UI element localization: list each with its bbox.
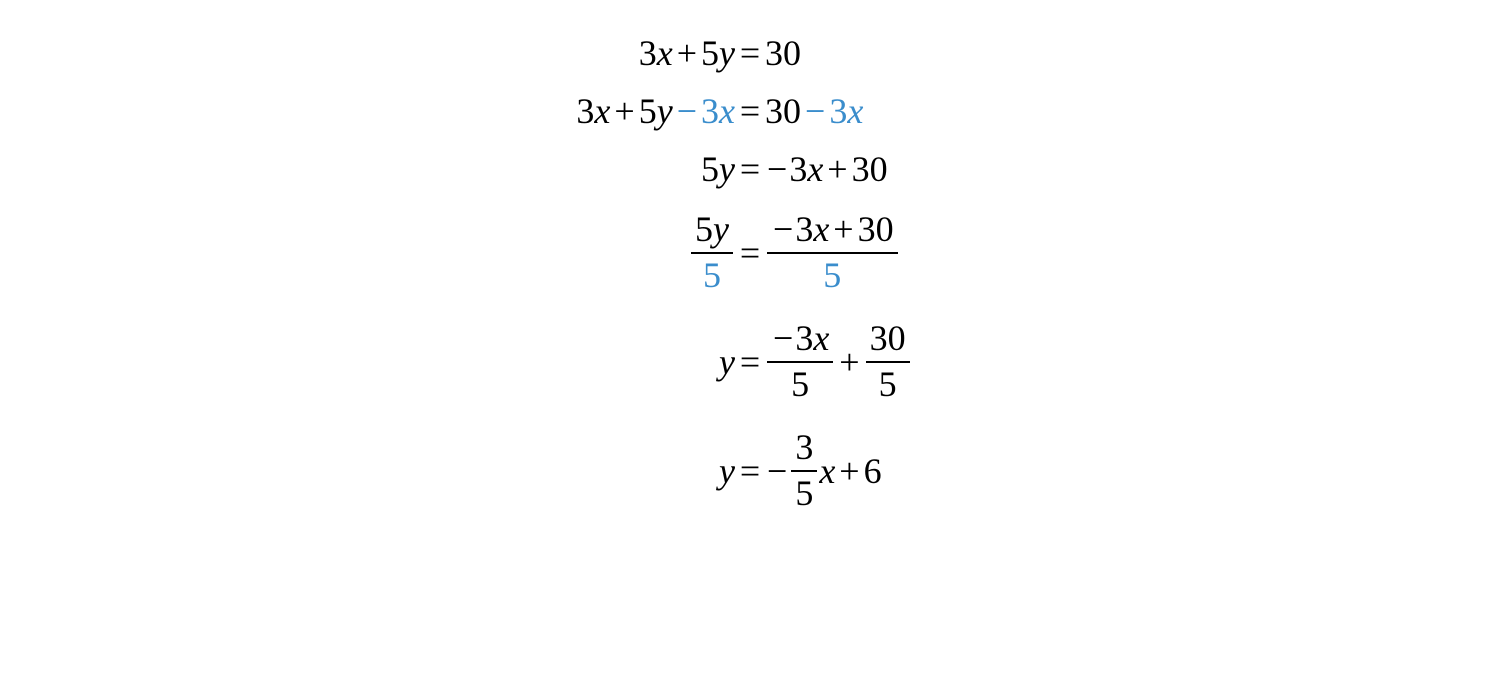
fraction-numerator: −3x+30 xyxy=(767,210,898,250)
math-token: x xyxy=(657,32,673,74)
math-token: 5 xyxy=(701,148,719,190)
math-token: 5 xyxy=(701,32,719,74)
math-token: + xyxy=(839,341,859,383)
equation-step: y=−35x+6 xyxy=(475,428,1025,513)
fraction-denominator: 5 xyxy=(819,256,845,296)
equation-step: 3x+5y−3x=30−3x xyxy=(475,90,1025,132)
math-token: x xyxy=(847,90,863,132)
math-token: 5 xyxy=(695,210,713,250)
equation-step: y=−3x5+305 xyxy=(475,319,1025,404)
math-token: − xyxy=(805,90,825,132)
math-token: + xyxy=(677,32,697,74)
math-token: 3 xyxy=(795,428,813,468)
math-token: + xyxy=(839,450,859,492)
fraction-denominator: 5 xyxy=(699,256,725,296)
math-token: 30 xyxy=(765,32,801,74)
fraction-denominator: 5 xyxy=(791,474,817,514)
equals-sign: = xyxy=(740,232,760,274)
fraction-bar xyxy=(691,252,733,254)
equation-step: 3x+5y=30 xyxy=(475,32,1025,74)
equation-lhs: 3x+5y xyxy=(639,32,735,74)
fraction-bar xyxy=(791,470,817,472)
math-token: 3 xyxy=(576,90,594,132)
fraction: −3x5 xyxy=(767,319,833,404)
equals-sign: = xyxy=(740,450,760,492)
equation-lhs: y xyxy=(719,450,735,492)
equals-sign: = xyxy=(740,32,760,74)
fraction: 305 xyxy=(866,319,910,404)
math-token: 5 xyxy=(879,365,897,405)
fraction-numerator: 30 xyxy=(866,319,910,359)
math-token: 5 xyxy=(823,256,841,296)
math-token: − xyxy=(767,148,787,190)
math-token: + xyxy=(833,210,853,250)
fraction-denominator: 5 xyxy=(787,365,813,405)
fraction-bar xyxy=(767,361,833,363)
fraction-numerator: 3 xyxy=(791,428,817,468)
equals-sign: = xyxy=(740,90,760,132)
math-token: y xyxy=(657,90,673,132)
math-token: 3 xyxy=(795,319,813,359)
equation-lhs: 5y xyxy=(701,148,735,190)
equation-step: 5y5=−3x+305 xyxy=(475,210,1025,295)
math-token: 5 xyxy=(795,474,813,514)
math-token: y xyxy=(719,32,735,74)
math-token: − xyxy=(767,450,787,492)
math-token: 5 xyxy=(791,365,809,405)
fraction-bar xyxy=(866,361,910,363)
math-token: + xyxy=(827,148,847,190)
equation-steps: 3x+5y=303x+5y−3x=30−3x5y=−3x+305y5=−3x+3… xyxy=(0,0,1500,674)
math-token: y xyxy=(713,210,729,250)
fraction: 5y5 xyxy=(691,210,733,295)
math-token: y xyxy=(719,341,735,383)
equation-rhs: −35x+6 xyxy=(765,428,882,513)
math-token: x xyxy=(813,210,829,250)
fraction-numerator: −3x xyxy=(767,319,833,359)
math-token: 3 xyxy=(795,210,813,250)
math-token: x xyxy=(594,90,610,132)
fraction-bar xyxy=(767,252,898,254)
math-token: 3 xyxy=(639,32,657,74)
math-token: 5 xyxy=(703,256,721,296)
equals-sign: = xyxy=(740,148,760,190)
equation-rhs: −3x5+305 xyxy=(765,319,912,404)
equation-lhs: y xyxy=(719,341,735,383)
fraction: −3x+30 5 xyxy=(767,210,898,295)
math-token: − xyxy=(677,90,697,132)
equation-lhs: 3x+5y−3x xyxy=(576,90,735,132)
math-token: x xyxy=(807,148,823,190)
equation-rhs: 30−3x xyxy=(765,90,863,132)
equation-rhs: −3x+30 xyxy=(765,148,888,190)
math-token: 3 xyxy=(829,90,847,132)
math-token: y xyxy=(719,148,735,190)
fraction-numerator: 5y xyxy=(691,210,733,250)
math-token: 6 xyxy=(864,450,882,492)
fraction-denominator: 5 xyxy=(875,365,901,405)
math-token: x xyxy=(819,450,835,492)
math-token: 30 xyxy=(765,90,801,132)
equals-sign: = xyxy=(740,341,760,383)
equation-rhs: −3x+30 5 xyxy=(765,210,900,295)
math-token: y xyxy=(719,450,735,492)
math-token: 3 xyxy=(701,90,719,132)
equation-lhs: 5y5 xyxy=(689,210,735,295)
math-token: 5 xyxy=(639,90,657,132)
math-token: 30 xyxy=(870,319,906,359)
math-token: 30 xyxy=(852,148,888,190)
fraction: 35 xyxy=(791,428,817,513)
math-token: 30 xyxy=(858,210,894,250)
equation-rhs: 30 xyxy=(765,32,801,74)
math-token: − xyxy=(773,210,793,250)
math-token: 3 xyxy=(789,148,807,190)
math-token: x xyxy=(813,319,829,359)
equation-step: 5y=−3x+30 xyxy=(475,148,1025,190)
math-token: − xyxy=(773,319,793,359)
math-token: x xyxy=(719,90,735,132)
math-token: + xyxy=(614,90,634,132)
